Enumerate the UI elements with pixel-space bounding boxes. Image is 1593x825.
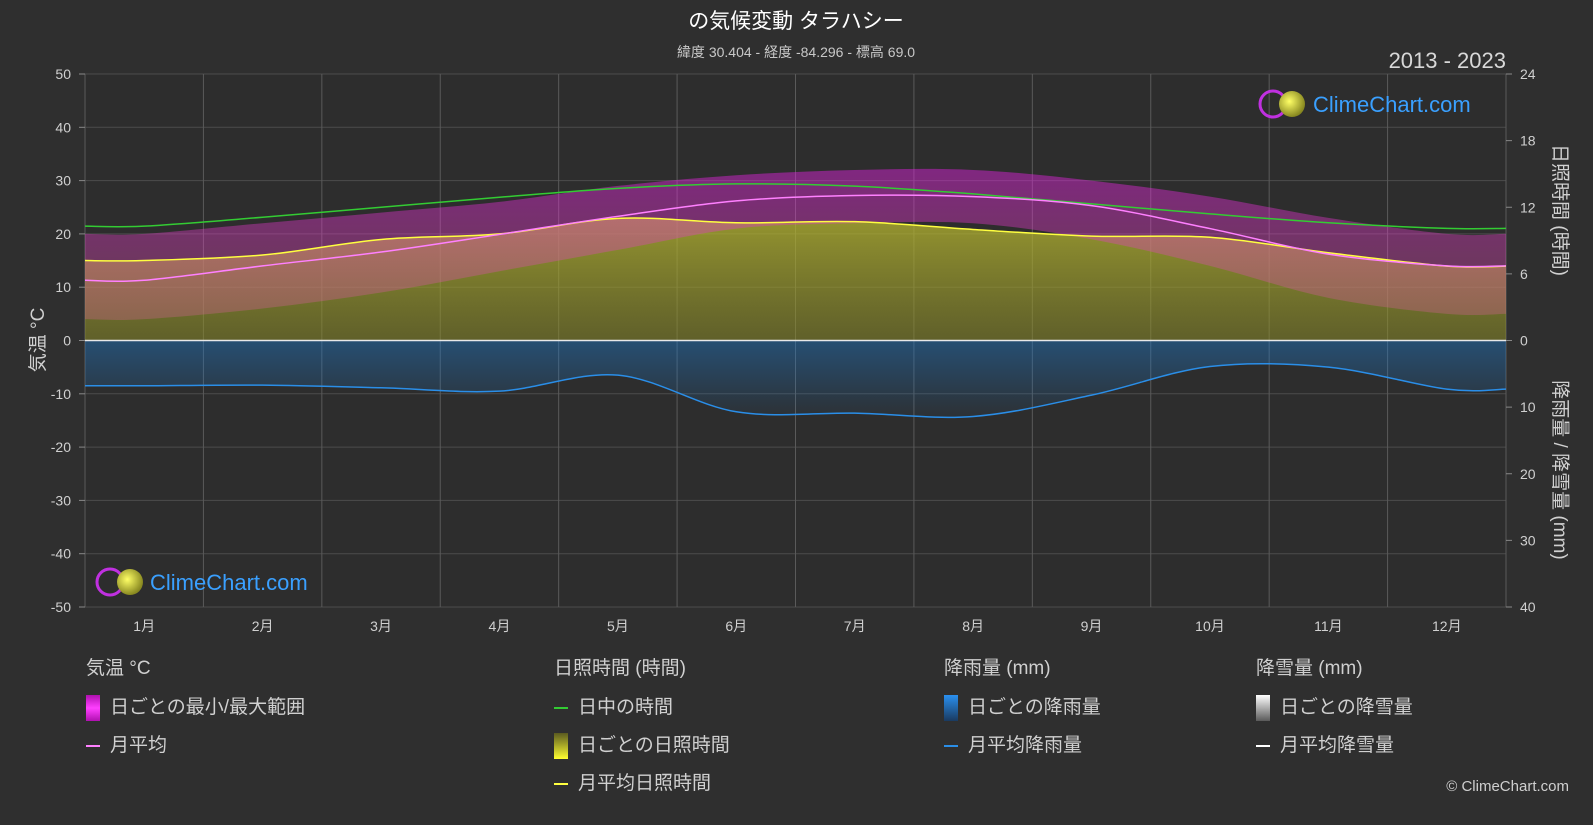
legend-sunshine-daily: 日ごとの日照時間 [554, 727, 730, 765]
right-axis-title-bottom: 降雨量 / 降雪量 (mm) [1549, 380, 1571, 559]
period-label: 2013 - 2023 [1389, 48, 1506, 73]
legend-rain-daily-label: 日ごとの降雨量 [968, 697, 1101, 718]
right-bottom-tick-label: 10 [1520, 399, 1536, 415]
left-tick-label: 40 [55, 119, 71, 135]
temp-mean-line [84, 194, 1507, 283]
temp-range-swatch [86, 695, 100, 721]
brand-name-bottom: ClimeChart.com [150, 570, 308, 595]
left-tick-label: 30 [55, 173, 71, 189]
legend-snow-mean-label: 月平均降雪量 [1280, 735, 1395, 756]
right-top-tick-label: 24 [1520, 66, 1536, 82]
left-tick-label: 20 [55, 226, 71, 242]
legend-rain-mean-label: 月平均降雨量 [968, 735, 1083, 756]
legend-snow-mean: 月平均降雪量 [1256, 727, 1413, 765]
left-tick-label: 0 [63, 333, 71, 349]
legend-temperature-heading: 気温 °C [86, 658, 151, 679]
legend-rain: 降雨量 (mm) 日ごとの降雨量 月平均降雨量 [944, 655, 1101, 765]
sunshine-daily-swatch [554, 733, 568, 759]
legend-sunshine-heading: 日照時間 (時間) [554, 658, 686, 679]
left-tick-label: -50 [51, 599, 71, 615]
temp-mean-swatch [86, 745, 100, 747]
legend-daylight-label: 日中の時間 [578, 697, 674, 718]
legend: 気温 °C 日ごとの最小/最大範囲 月平均 日照時間 (時間) 日中の時間 日ご… [0, 655, 1593, 825]
left-tick-label: -10 [51, 386, 71, 402]
left-tick-label: -30 [51, 492, 71, 508]
right-bottom-tick-label: 30 [1520, 532, 1536, 548]
legend-snow: 降雪量 (mm) 日ごとの降雪量 月平均降雪量 [1256, 655, 1413, 765]
daylight-line [84, 183, 1507, 230]
month-tick-label: 4月 [489, 618, 511, 634]
right-top-tick-label: 18 [1520, 133, 1536, 149]
legend-snow-heading: 降雪量 (mm) [1256, 658, 1363, 679]
legend-temp-range-label: 日ごとの最小/最大範囲 [110, 697, 306, 718]
legend-rain-heading: 降雨量 (mm) [944, 658, 1051, 679]
legend-daylight: 日中の時間 [554, 689, 730, 727]
logo-sun-icon [1279, 91, 1305, 117]
plot-area [84, 73, 1507, 608]
right-bottom-tick-label: 40 [1520, 599, 1536, 615]
rain-daily-swatch [944, 695, 958, 721]
daylight-swatch [554, 707, 568, 709]
axes: 50 40 30 20 10 0 -10 -20 -30 -40 -50 24 18 12 6 0 10 20 30… [51, 66, 1536, 634]
legend-sunshine-daily-label: 日ごとの日照時間 [578, 735, 730, 756]
brand-name-top: ClimeChart.com [1313, 92, 1471, 117]
left-axis-title: 気温 °C [27, 308, 49, 373]
month-tick-label: 10月 [1195, 618, 1225, 634]
rain-mean-swatch [944, 745, 958, 747]
left-tick-label: 10 [55, 279, 71, 295]
month-tick-label: 9月 [1081, 618, 1103, 634]
sunshine-mean-swatch [554, 783, 568, 785]
temp-range-band [85, 168, 1506, 320]
month-tick-label: 6月 [725, 618, 747, 634]
right-top-tick-label: 6 [1520, 266, 1528, 282]
logo-sun-icon [117, 569, 143, 595]
brand-logo-top: ClimeChart.com [1258, 89, 1471, 119]
right-top-tick-label: 12 [1520, 199, 1536, 215]
legend-temp-mean: 月平均 [86, 727, 305, 765]
month-tick-label: 2月 [252, 618, 274, 634]
rain-mean-line [84, 362, 1507, 419]
brand-logo-bottom: ClimeChart.com [95, 567, 308, 597]
legend-temp-range: 日ごとの最小/最大範囲 [86, 689, 305, 727]
legend-rain-mean: 月平均降雨量 [944, 727, 1101, 765]
rain-daily-area [85, 340, 1506, 418]
snow-mean-swatch [1256, 745, 1270, 747]
legend-rain-daily: 日ごとの降雨量 [944, 689, 1101, 727]
right-bottom-tick-label: 20 [1520, 466, 1536, 482]
left-tick-label: 50 [55, 66, 71, 82]
month-tick-label: 1月 [133, 618, 155, 634]
legend-temperature: 気温 °C 日ごとの最小/最大範囲 月平均 [86, 655, 305, 765]
month-tick-label: 8月 [962, 618, 984, 634]
month-tick-label: 5月 [607, 618, 629, 634]
month-tick-label: 12月 [1432, 618, 1462, 634]
legend-snow-daily: 日ごとの降雪量 [1256, 689, 1413, 727]
climate-chart: の気候変動 タラハシー 緯度 30.404 - 経度 -84.296 - 標高 … [27, 10, 1571, 634]
snow-daily-swatch [1256, 695, 1270, 721]
legend-temp-mean-label: 月平均 [110, 735, 168, 756]
legend-sunshine-mean-label: 月平均日照時間 [578, 773, 712, 794]
right-top-tick-label: 0 [1520, 333, 1528, 349]
chart-title: の気候変動 タラハシー [688, 10, 904, 33]
legend-sunshine-mean: 月平均日照時間 [554, 765, 730, 803]
month-tick-label: 7月 [844, 618, 866, 634]
left-tick-label: -20 [51, 439, 71, 455]
chart-subtitle: 緯度 30.404 - 経度 -84.296 - 標高 69.0 [677, 44, 915, 60]
month-tick-label: 3月 [370, 618, 392, 634]
right-axis-title-top: 日照時間 (時間) [1549, 144, 1571, 276]
legend-sunshine: 日照時間 (時間) 日中の時間 日ごとの日照時間 月平均日照時間 [554, 655, 730, 803]
left-tick-label: -40 [51, 546, 71, 562]
legend-snow-daily-label: 日ごとの降雪量 [1280, 697, 1413, 718]
month-tick-label: 11月 [1314, 618, 1343, 634]
copyright: © ClimeChart.com [1446, 778, 1569, 795]
